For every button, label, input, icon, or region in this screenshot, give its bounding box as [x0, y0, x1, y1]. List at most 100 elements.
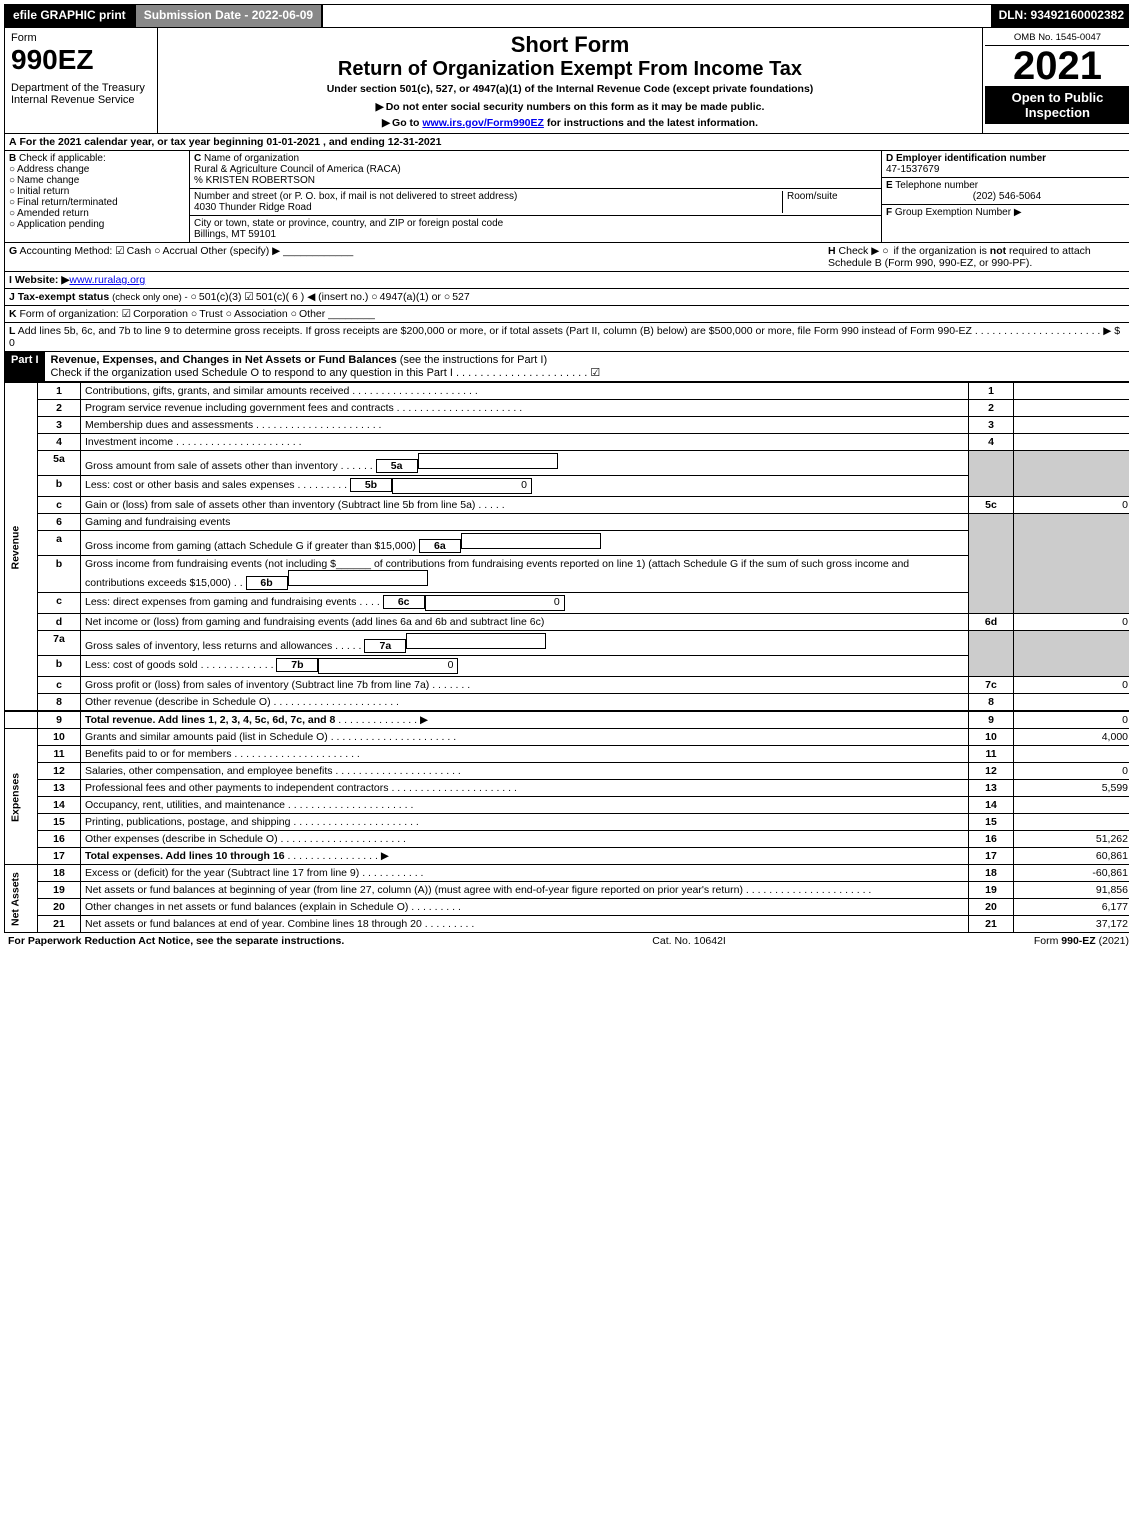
line-21-num: 21: [38, 916, 81, 933]
line-17-val: 60,861: [1014, 848, 1129, 865]
line-17-num: 17: [38, 848, 81, 865]
line-4-text: Investment income: [85, 436, 173, 448]
ein: 47-1537679: [886, 164, 939, 175]
line-1-val: [1014, 383, 1129, 400]
goto-line: Go to www.irs.gov/Form990EZ for instruct…: [164, 117, 976, 129]
line-j: J Tax-exempt status (check only one) - 5…: [4, 289, 1129, 306]
line-14-num: 14: [38, 797, 81, 814]
line-12-box: 12: [969, 763, 1014, 780]
line-i: I Website: ▶www.ruralag.org: [4, 272, 1129, 289]
line-9-num: 9: [38, 711, 81, 729]
line-a: A For the 2021 calendar year, or tax yea…: [4, 134, 1129, 151]
line-6c-num: c: [38, 593, 81, 614]
chk-initial-return[interactable]: Initial return: [9, 186, 69, 197]
chk-address-change[interactable]: Address change: [9, 164, 89, 175]
line-5c-val: 0: [1014, 497, 1129, 514]
line-7a-td: Gross sales of inventory, less returns a…: [81, 631, 969, 656]
line-7a-num: 7a: [38, 631, 81, 656]
line-5b-num: b: [38, 476, 81, 497]
paperwork-notice: For Paperwork Reduction Act Notice, see …: [8, 935, 344, 947]
line-7b-td: Less: cost of goods sold . . . . . . . .…: [81, 656, 969, 677]
line-6b-td: Gross income from fundraising events (no…: [81, 556, 969, 593]
chk-amended-return[interactable]: Amended return: [9, 208, 89, 219]
line-14-text: Occupancy, rent, utilities, and maintena…: [85, 799, 285, 811]
chk-501c3[interactable]: 501(c)(3): [191, 291, 242, 303]
line-5c-box: 5c: [969, 497, 1014, 514]
header-center: Short Form Return of Organization Exempt…: [158, 28, 982, 133]
line-5c-num: c: [38, 497, 81, 514]
line-15-text: Printing, publications, postage, and shi…: [85, 816, 290, 828]
line-3-num: 3: [38, 417, 81, 434]
line-4-val: [1014, 434, 1129, 451]
form-word: Form: [11, 32, 151, 44]
line-16-val: 51,262: [1014, 831, 1129, 848]
section-b: B Check if applicable: Address change Na…: [5, 151, 190, 242]
line-6d-text: Net income or (loss) from gaming and fun…: [85, 616, 544, 628]
line-14-box: 14: [969, 797, 1014, 814]
part1-header: Part I Revenue, Expenses, and Changes in…: [4, 352, 1129, 382]
line-6-num: 6: [38, 514, 81, 531]
chk-cash[interactable]: Cash: [115, 245, 151, 257]
line-11-num: 11: [38, 746, 81, 763]
line-11-val: [1014, 746, 1129, 763]
other-specify: Other (specify) ▶: [200, 245, 280, 257]
form-ref: Form 990-EZ (2021): [1034, 935, 1129, 947]
chk-other-org[interactable]: Other: [291, 308, 326, 320]
chk-association[interactable]: Association: [226, 308, 288, 320]
part1-label: Part I: [5, 352, 45, 381]
chk-501c[interactable]: 501(c)( 6 ) ◀ (insert no.): [244, 291, 368, 303]
chk-name-change[interactable]: Name change: [9, 175, 79, 186]
line-8-val: [1014, 694, 1129, 712]
line-20-val: 6,177: [1014, 899, 1129, 916]
line-10-val: 4,000: [1014, 729, 1129, 746]
line-8-num: 8: [38, 694, 81, 712]
line-17-box: 17: [969, 848, 1014, 865]
header-left: Form 990EZ Department of the Treasury In…: [5, 28, 158, 133]
line-2-text: Program service revenue including govern…: [85, 402, 394, 414]
form-number: 990EZ: [11, 44, 151, 76]
chk-527[interactable]: 527: [444, 291, 470, 303]
info-grid: B Check if applicable: Address change Na…: [4, 151, 1129, 243]
part1-check[interactable]: ☑: [590, 367, 600, 379]
line-15-box: 15: [969, 814, 1014, 831]
netassets-side-label: Net Assets: [5, 865, 38, 933]
website-link[interactable]: www.ruralag.org: [69, 274, 145, 286]
line-18-val: -60,861: [1014, 865, 1129, 882]
efile-print-label[interactable]: efile GRAPHIC print: [5, 5, 134, 27]
chk-corporation[interactable]: Corporation: [122, 308, 188, 320]
title-short-form: Short Form: [164, 32, 976, 58]
line-20-num: 20: [38, 899, 81, 916]
line-21-box: 21: [969, 916, 1014, 933]
line-19-box: 19: [969, 882, 1014, 899]
subtitle: Under section 501(c), 527, or 4947(a)(1)…: [164, 83, 976, 95]
care-of: % KRISTEN ROBERTSON: [194, 175, 315, 186]
line-12-val: 0: [1014, 763, 1129, 780]
dln: DLN: 93492160002382: [991, 5, 1129, 27]
line-4-num: 4: [38, 434, 81, 451]
chk-final-return[interactable]: Final return/terminated: [9, 197, 118, 208]
line-5b-td: Less: cost or other basis and sales expe…: [81, 476, 969, 497]
line-6a-td: Gross income from gaming (attach Schedul…: [81, 531, 969, 556]
line-6a-num: a: [38, 531, 81, 556]
line-6d-val: 0: [1014, 614, 1129, 631]
line-20-box: 20: [969, 899, 1014, 916]
line-6c-td: Less: direct expenses from gaming and fu…: [81, 593, 969, 614]
line-18-text: Excess or (deficit) for the year (Subtra…: [85, 867, 359, 879]
top-bar: efile GRAPHIC print Submission Date - 20…: [4, 4, 1129, 28]
open-public-inspection: Open to Public Inspection: [985, 86, 1129, 124]
chk-schedule-b[interactable]: [882, 245, 890, 257]
line-6b-num: b: [38, 556, 81, 593]
line-3-box: 3: [969, 417, 1014, 434]
chk-accrual[interactable]: Accrual: [154, 245, 197, 257]
chk-trust[interactable]: Trust: [191, 308, 223, 320]
line-20-text: Other changes in net assets or fund bala…: [85, 901, 408, 913]
ssn-warning: Do not enter social security numbers on …: [164, 101, 976, 113]
line-6-text: Gaming and fundraising events: [81, 514, 969, 531]
line-3-text: Membership dues and assessments: [85, 419, 253, 431]
chk-application-pending[interactable]: Application pending: [9, 219, 104, 230]
line-k: K Form of organization: Corporation Trus…: [4, 306, 1129, 323]
irs-link[interactable]: www.irs.gov/Form990EZ: [422, 117, 544, 129]
header-right: OMB No. 1545-0047 2021 Open to Public In…: [982, 28, 1129, 133]
chk-4947[interactable]: 4947(a)(1) or: [371, 291, 441, 303]
line-15-num: 15: [38, 814, 81, 831]
